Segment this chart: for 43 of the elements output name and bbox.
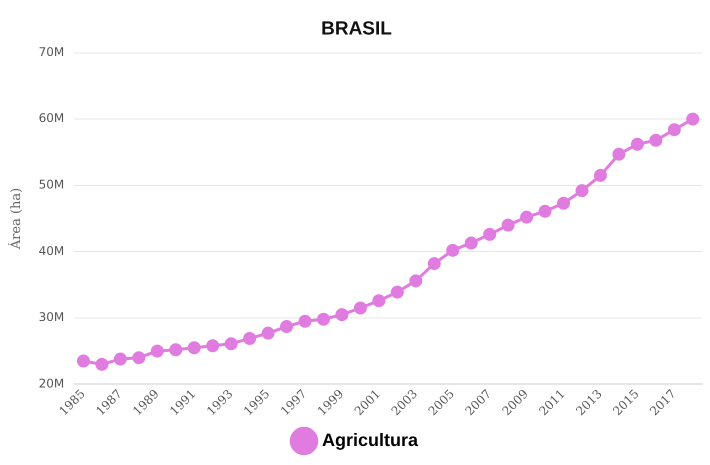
point [243, 332, 256, 345]
point [280, 320, 294, 334]
y-tick-label: 50M [38, 177, 64, 192]
chart-title: BRASIL [321, 18, 392, 40]
point [298, 314, 312, 328]
point [262, 326, 275, 340]
point [557, 196, 570, 210]
point [409, 274, 422, 288]
y-axis-title: Área (ha) [7, 188, 24, 250]
point [538, 204, 552, 218]
point [224, 337, 238, 350]
point [76, 354, 90, 368]
point [95, 358, 108, 371]
point [502, 218, 515, 232]
point [206, 339, 220, 352]
point [483, 228, 496, 241]
point [372, 294, 386, 308]
y-tick-label: 20M [38, 376, 64, 390]
point [594, 168, 607, 182]
point [630, 138, 644, 151]
y-tick-label: 60M [38, 111, 64, 126]
point [446, 244, 460, 257]
point [390, 286, 404, 299]
point [686, 112, 700, 126]
point [114, 352, 127, 366]
y-tick-label: 40M [38, 244, 64, 258]
point [354, 301, 367, 314]
point [150, 344, 164, 358]
y-tick-label: 30M [38, 310, 64, 324]
point [575, 184, 588, 198]
point [520, 210, 534, 224]
point [649, 134, 662, 147]
point [335, 308, 348, 322]
legend-label: Agricultura [322, 430, 419, 450]
point [169, 343, 182, 356]
point [428, 257, 441, 270]
point [188, 341, 201, 354]
point [668, 123, 681, 136]
point [132, 351, 146, 364]
point [316, 312, 330, 326]
point [612, 148, 626, 161]
point [464, 236, 478, 250]
y-tick-label: 70M [38, 44, 64, 59]
